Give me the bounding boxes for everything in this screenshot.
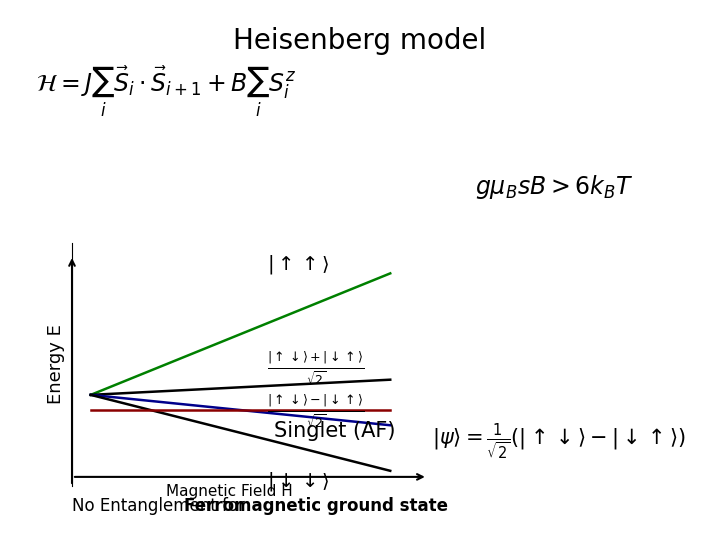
Text: $|\psi\rangle = \frac{1}{\sqrt{2}}(|{\uparrow\downarrow}\rangle - |{\downarrow\u: $|\psi\rangle = \frac{1}{\sqrt{2}}(|{\up…	[432, 421, 685, 462]
Text: $\frac{|{\uparrow\downarrow}\rangle-|{\downarrow\uparrow}\rangle}{\sqrt{2}}$: $\frac{|{\uparrow\downarrow}\rangle-|{\d…	[266, 393, 364, 430]
Text: $|{\uparrow\uparrow}\rangle$: $|{\uparrow\uparrow}\rangle$	[266, 253, 329, 276]
Text: Singlet (AF): Singlet (AF)	[274, 421, 395, 441]
Text: $|{\downarrow\downarrow}\rangle$: $|{\downarrow\downarrow}\rangle$	[266, 470, 329, 493]
Text: $\mathcal{H} = J\sum_i \vec{S}_i \cdot \vec{S}_{i+1} + B\sum_i S_i^z$: $\mathcal{H} = J\sum_i \vec{S}_i \cdot \…	[36, 65, 296, 119]
Y-axis label: Energy E: Energy E	[47, 325, 65, 404]
Text: $g\mu_B s B > 6k_B T$: $g\mu_B s B > 6k_B T$	[475, 173, 634, 201]
Text: Heisenberg model: Heisenberg model	[233, 27, 487, 55]
Text: Ferromagnetic ground state: Ferromagnetic ground state	[184, 497, 448, 515]
Text: No Entanglement for: No Entanglement for	[72, 497, 250, 515]
Text: $\frac{|{\uparrow\downarrow}\rangle+|{\downarrow\uparrow}\rangle}{\sqrt{2}}$: $\frac{|{\uparrow\downarrow}\rangle+|{\d…	[266, 351, 364, 387]
Text: Magnetic Field H: Magnetic Field H	[166, 484, 292, 500]
